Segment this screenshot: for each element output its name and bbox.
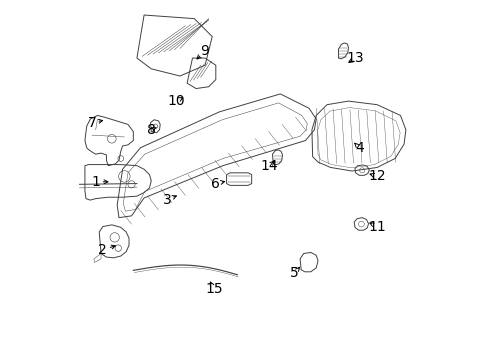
Text: 2: 2: [98, 243, 107, 257]
Text: 13: 13: [346, 51, 364, 65]
Text: 15: 15: [205, 282, 223, 296]
Text: 10: 10: [167, 94, 185, 108]
Text: 1: 1: [91, 175, 100, 189]
Text: 6: 6: [211, 177, 220, 190]
Text: 11: 11: [367, 220, 385, 234]
Text: 3: 3: [163, 193, 171, 207]
Text: 8: 8: [146, 123, 155, 137]
Text: 9: 9: [200, 44, 209, 58]
Text: 14: 14: [260, 159, 278, 173]
Text: 5: 5: [290, 266, 299, 280]
Text: 4: 4: [354, 141, 363, 155]
Text: 7: 7: [87, 116, 96, 130]
Text: 12: 12: [367, 170, 385, 183]
